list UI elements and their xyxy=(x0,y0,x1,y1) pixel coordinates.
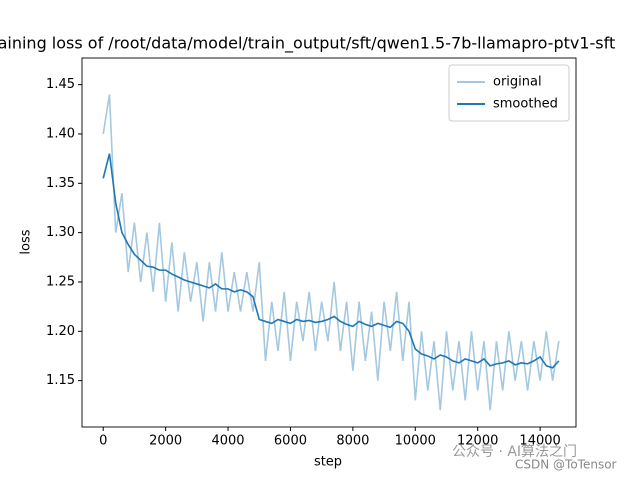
watermark: CSDN @ToTensor xyxy=(515,458,617,472)
x-tick-label: 6000 xyxy=(274,434,307,449)
y-tick-label: 1.30 xyxy=(46,225,75,240)
legend-label: smoothed xyxy=(493,97,558,112)
y-tick-label: 1.35 xyxy=(46,176,75,191)
x-tick-label: 14000 xyxy=(519,434,560,449)
y-tick-label: 1.15 xyxy=(46,373,75,388)
x-tick-label: 8000 xyxy=(336,434,369,449)
series-line xyxy=(102,94,560,411)
legend-label: original xyxy=(493,75,542,90)
legend-box xyxy=(448,64,570,122)
series-line xyxy=(102,153,560,369)
chart-title: training loss of /root/data/model/train_… xyxy=(0,34,615,54)
x-axis-label: step xyxy=(314,455,342,470)
watermark: 公众号 · AI算法之门 xyxy=(452,444,577,460)
y-axis-label: loss xyxy=(19,229,34,254)
x-tick-label: 0 xyxy=(99,434,107,449)
x-tick-label: 4000 xyxy=(211,434,244,449)
y-tick-label: 1.25 xyxy=(46,274,75,289)
x-tick-label: 2000 xyxy=(149,434,182,449)
y-tick-label: 1.40 xyxy=(46,126,75,141)
y-tick-label: 1.20 xyxy=(46,324,75,339)
plot-frame xyxy=(81,57,577,428)
x-tick-label: 12000 xyxy=(457,434,498,449)
y-tick-label: 1.45 xyxy=(46,77,75,92)
x-tick-label: 10000 xyxy=(395,434,436,449)
